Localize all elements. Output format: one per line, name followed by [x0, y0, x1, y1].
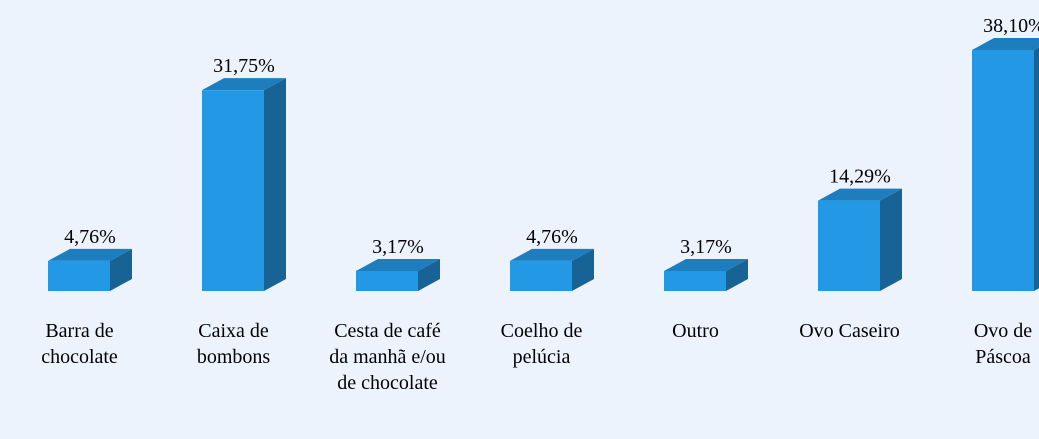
- bar-top: [356, 258, 440, 271]
- bar: [202, 78, 286, 292]
- x-tick-label: Coelho de pelúcia: [500, 320, 583, 368]
- data-label: 4,76%: [526, 226, 578, 248]
- bar: [664, 258, 748, 291]
- bar-top: [510, 248, 594, 261]
- bar-side: [572, 248, 594, 291]
- x-tick-label: Outro: [672, 320, 719, 342]
- data-label: 38,10%: [983, 15, 1039, 37]
- bar-side: [264, 78, 286, 292]
- bar-top: [818, 188, 902, 201]
- bar-front: [356, 270, 418, 291]
- data-label: 14,29%: [829, 166, 891, 188]
- bar: [972, 38, 1039, 291]
- bar: [48, 248, 132, 291]
- bar-front: [664, 270, 726, 291]
- bar-side: [1034, 47, 1039, 291]
- bar-front: [48, 260, 110, 291]
- bar-side: [110, 248, 132, 291]
- x-tick-label: Ovo de Páscoa: [973, 320, 1033, 368]
- data-label: 31,75%: [213, 55, 275, 77]
- bar-side: [880, 188, 902, 291]
- bar-front: [972, 50, 1034, 291]
- bar-top: [664, 258, 748, 271]
- bar-top: [48, 248, 132, 261]
- x-tick-label: Ovo Caseiro: [799, 320, 900, 342]
- bar-front: [202, 90, 264, 292]
- bar: [818, 188, 902, 291]
- bar-side: [726, 258, 748, 291]
- bar-top: [202, 78, 286, 91]
- bar-front: [510, 260, 572, 291]
- data-label: 3,17%: [372, 236, 424, 258]
- x-tick-label: Caixa de bombons: [196, 320, 271, 368]
- data-label: 4,76%: [64, 226, 116, 248]
- bar: [510, 248, 594, 291]
- x-tick-label: Barra de chocolate: [41, 320, 118, 368]
- bar: [356, 258, 440, 291]
- bar-front: [818, 200, 880, 291]
- bar-top: [972, 38, 1039, 50]
- bar-side: [418, 258, 440, 291]
- x-tick-label: Cesta de café da manhã e/ou de chocolate: [329, 320, 446, 394]
- data-label: 3,17%: [680, 236, 732, 258]
